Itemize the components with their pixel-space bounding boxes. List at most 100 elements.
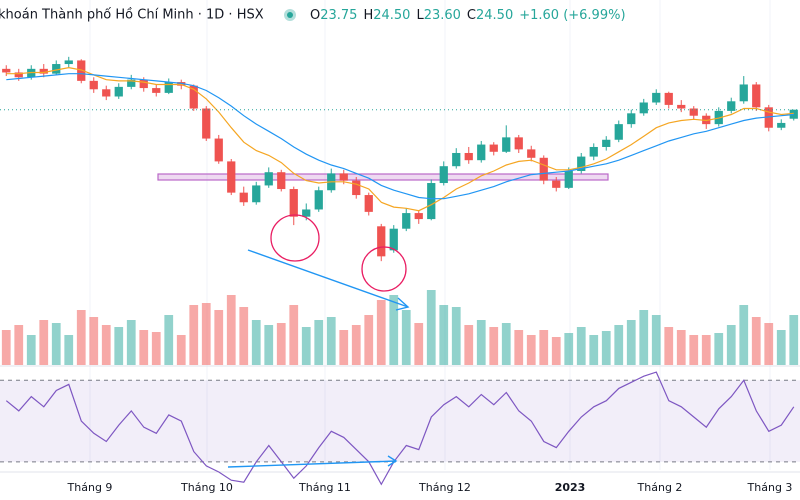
x-tick-label: Tháng 9 (67, 481, 113, 494)
volume-bar (776, 330, 786, 365)
candle-body (752, 84, 761, 108)
candle-body (152, 88, 161, 93)
volume-bar (226, 295, 236, 365)
moving-average (6, 66, 794, 212)
volume-bar (726, 325, 736, 365)
candle-body (127, 79, 136, 87)
volume-bar (614, 325, 624, 365)
volume-bar (351, 325, 361, 365)
status-icon-dot (287, 12, 293, 18)
candle-body (164, 82, 173, 93)
volume-bar (239, 307, 249, 365)
candle-body (552, 180, 561, 188)
x-tick-label: Tháng 2 (637, 481, 683, 494)
candle-body (339, 173, 348, 181)
volume-bar (514, 330, 524, 365)
rsi-band (0, 380, 800, 462)
candle-body (364, 195, 373, 212)
volume-bar (14, 325, 24, 365)
candle-body (189, 85, 198, 109)
volume-bar (589, 335, 599, 365)
volume-bar (789, 315, 799, 365)
volume-bar (426, 290, 436, 365)
candle-body (102, 89, 111, 97)
volume-bar (151, 332, 161, 365)
divergence-arrow (247, 249, 410, 311)
x-tick-label: Tháng 3 (747, 481, 793, 494)
ohlc-label: C (467, 8, 476, 23)
candle-body (502, 137, 511, 152)
volume-bar (739, 305, 749, 365)
volume-bar (126, 320, 136, 365)
candle-body (539, 157, 548, 181)
volume-bar (464, 325, 474, 365)
candle-body (64, 60, 73, 65)
candle-body (727, 101, 736, 111)
volume-bar (289, 305, 299, 365)
candle-body (489, 144, 498, 152)
candle-body (564, 171, 573, 188)
volume-bar (251, 320, 261, 365)
volume-bar (714, 333, 724, 365)
header: khoán Thành phố Hồ Chí Minh · 1D · HSX O… (0, 8, 626, 23)
volume-bar (176, 335, 186, 365)
change-value: +1.60 (+6.99%) (519, 8, 625, 23)
candle-body (477, 144, 486, 161)
candle-body (614, 124, 623, 140)
x-tick-label: Tháng 12 (418, 481, 471, 494)
highlight-circle (361, 246, 407, 292)
candle-body (302, 209, 311, 217)
volume-bar (451, 307, 461, 365)
chart-title: khoán Thành phố Hồ Chí Minh · 1D · HSX (0, 8, 264, 23)
ohlc-label: L (416, 8, 424, 23)
candle-body (627, 113, 636, 125)
volume-bar (64, 335, 74, 365)
ohlc-legend: O23.75 H24.50 L23.60 C24.50 +1.60 (+6.99%) (310, 8, 626, 23)
ohlc-value: 23.60 (424, 8, 461, 23)
candle-body (89, 80, 98, 90)
ohlc-value: 24.50 (476, 8, 513, 23)
candle-body (227, 161, 236, 193)
candle-body (389, 228, 398, 251)
x-tick-label: Tháng 11 (298, 481, 351, 494)
candle-body (602, 139, 611, 147)
ohlc-label: H (363, 8, 373, 23)
volume-bar (414, 323, 424, 365)
candle-body (264, 172, 273, 186)
volume-bar (551, 337, 561, 365)
volume-bar (301, 327, 311, 365)
volume-bar (626, 320, 636, 365)
volume-bar (201, 303, 211, 365)
candle-body (439, 166, 448, 184)
candle-body (239, 192, 248, 203)
volume-bar (689, 335, 699, 365)
volume-bar (39, 320, 49, 365)
candle-body (577, 156, 586, 172)
volume-bar (401, 310, 411, 365)
price-pane (0, 56, 800, 262)
volume-bar (364, 315, 374, 365)
candle-body (414, 213, 423, 220)
candle-body (514, 137, 523, 150)
volume-bar (701, 335, 711, 365)
candle-body (402, 213, 411, 229)
candle-body (114, 86, 123, 97)
volume-bar (139, 330, 149, 365)
volume-bar (26, 335, 36, 365)
volume-bar (314, 320, 324, 365)
volume-bar (576, 327, 586, 365)
volume-bar (276, 323, 286, 365)
volume-bar (76, 310, 86, 365)
candle-body (677, 104, 686, 109)
candle-body (764, 107, 773, 128)
volume-bar (676, 330, 686, 365)
volume-bar (114, 327, 124, 365)
volume-bar (539, 330, 549, 365)
candle-body (689, 108, 698, 116)
candle-body (739, 84, 748, 102)
volume-bar (101, 325, 111, 365)
candle-body (14, 72, 23, 78)
resistance-zone (157, 173, 609, 181)
volume-bar (651, 315, 661, 365)
volume-bar (339, 330, 349, 365)
